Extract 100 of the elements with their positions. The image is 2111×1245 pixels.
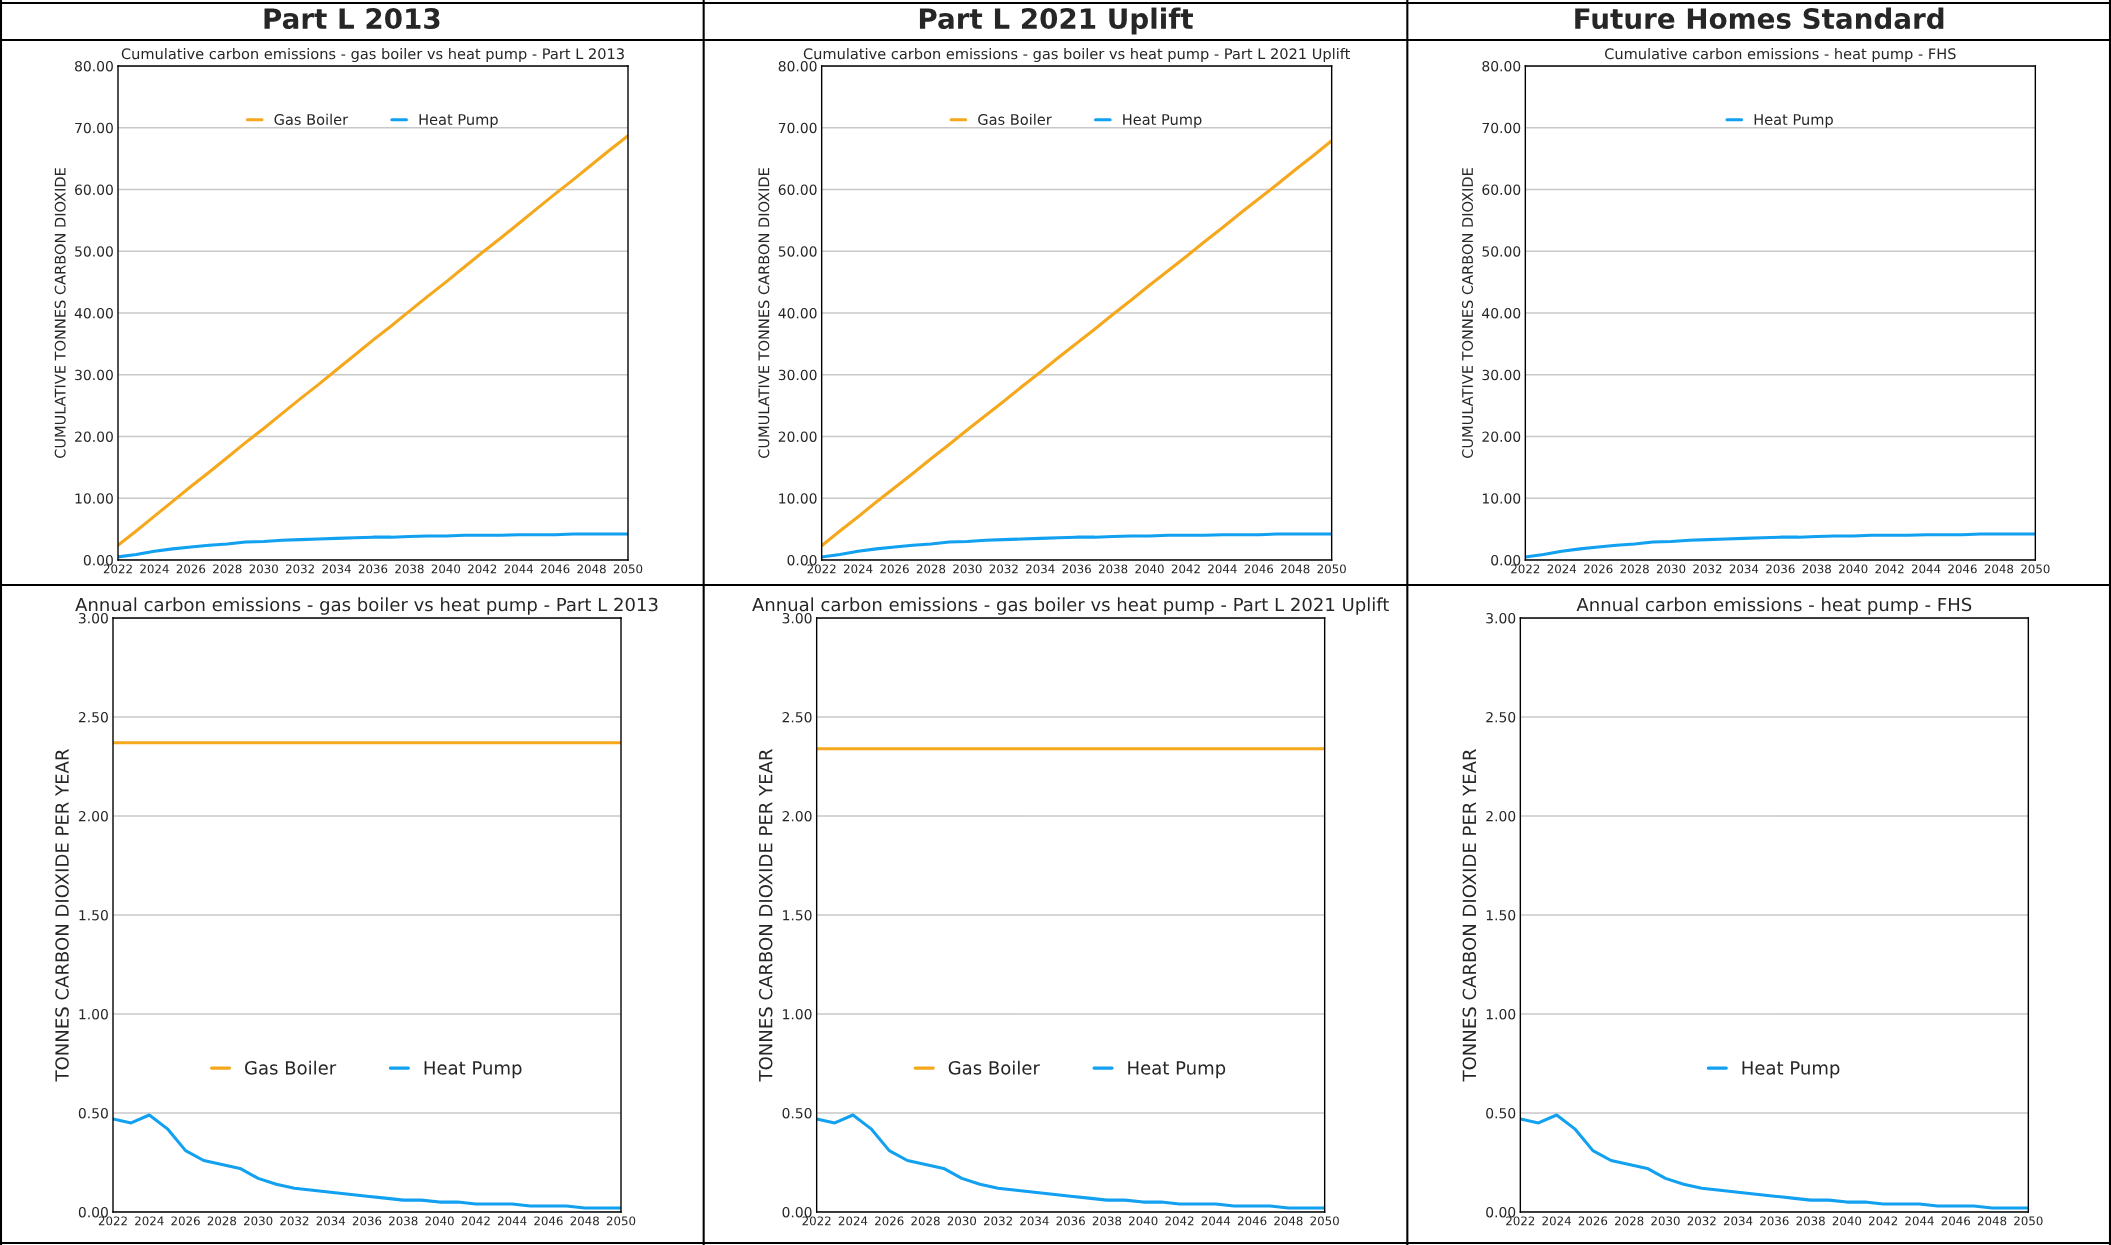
x-tick-label: 2046 — [1948, 564, 1977, 574]
x-tick-label: 2048 — [1984, 564, 2014, 574]
y-tick-label: 80.00 — [1482, 60, 1521, 72]
y-tick-label: 10.00 — [1482, 493, 1521, 504]
x-tick-label: 2022 — [98, 1216, 127, 1226]
x-tick-label: 2042 — [461, 1216, 490, 1226]
y-tick-label: 2.00 — [1486, 810, 1516, 822]
x-tick-label: 2022 — [1506, 1216, 1535, 1226]
y-tick-label: 3.00 — [78, 612, 108, 624]
x-tick-label: 2034 — [316, 1216, 346, 1226]
x-tick-label: 2026 — [1584, 564, 1613, 574]
x-tick-label: 2034 — [1026, 564, 1055, 574]
x-tick-label: 2030 — [243, 1216, 273, 1226]
x-tick-label: 2024 — [140, 564, 169, 574]
x-tick-label: 2024 — [135, 1216, 164, 1226]
y-axis-title: TONNES CARBON DIOXIDE PER YEAR — [1462, 749, 1477, 1082]
legend-label: Heat Pump — [1754, 114, 1833, 128]
x-tick-label: 2038 — [1796, 1216, 1825, 1226]
x-tick-label: 2040 — [1129, 1216, 1158, 1226]
y-tick-label: 60.00 — [778, 184, 817, 195]
x-tick-label: 2030 — [1656, 564, 1686, 574]
y-tick-label: 1.50 — [783, 909, 812, 921]
y-tick-label: 40.00 — [778, 307, 817, 319]
y-tick-label: 60.00 — [75, 184, 113, 195]
x-tick-label: 2022 — [802, 1216, 831, 1226]
x-tick-label: 2044 — [1905, 1216, 1934, 1226]
x-tick-label: 2030 — [1651, 1216, 1680, 1226]
y-axis-title: CUMULATIVE TONNES CARBON DIOXIDE — [758, 168, 770, 459]
y-tick-label: 20.00 — [778, 431, 817, 442]
x-tick-label: 2034 — [322, 564, 351, 574]
x-tick-label: 2024 — [843, 564, 873, 574]
x-tick-label: 2024 — [838, 1216, 868, 1226]
x-tick-label: 2032 — [285, 564, 314, 574]
x-tick-label: 2026 — [1578, 1216, 1608, 1226]
x-tick-label: 2040 — [425, 1216, 454, 1226]
y-tick-label: 1.00 — [783, 1008, 812, 1020]
x-tick-label: 2042 — [468, 564, 497, 574]
x-tick-label: 2028 — [213, 564, 242, 574]
x-tick-label: 2046 — [1941, 1216, 1971, 1226]
legend-label: Gas Boiler — [978, 113, 1052, 125]
x-tick-label: 2032 — [983, 1216, 1012, 1226]
line-series — [118, 134, 628, 547]
x-tick-label: 2022 — [807, 564, 836, 574]
y-tick-label: 1.00 — [79, 1008, 108, 1020]
y-tick-label: 70.00 — [1482, 122, 1521, 134]
x-tick-label: 2048 — [1274, 1216, 1303, 1226]
y-axis-title: CUMULATIVE TONNES CARBON DIOXIDE — [54, 168, 66, 459]
y-tick-label: 1.00 — [1486, 1008, 1516, 1020]
x-tick-label: 2036 — [352, 1216, 382, 1226]
x-tick-label: 2048 — [1977, 1216, 2007, 1226]
legend-label: Gas Boiler — [245, 1060, 337, 1075]
y-tick-label: 40.00 — [1482, 307, 1521, 319]
x-tick-label: 2050 — [1317, 564, 1346, 574]
x-tick-label: 2034 — [1729, 564, 1759, 574]
x-tick-label: 2026 — [171, 1216, 200, 1226]
x-tick-label: 2044 — [504, 564, 534, 574]
x-tick-label: 2040 — [1135, 564, 1164, 574]
y-tick-label: 0.00 — [787, 554, 817, 566]
text: Part L 2013 — [264, 8, 440, 30]
x-tick-label: 2038 — [1802, 564, 1831, 574]
y-tick-label: 1.50 — [1486, 909, 1516, 921]
y-tick-label: 10.00 — [779, 493, 817, 504]
x-tick-label: 2032 — [989, 564, 1018, 574]
x-tick-label: 2026 — [176, 564, 206, 574]
x-tick-label: 2050 — [613, 564, 643, 574]
legend-label: Heat Pump — [1128, 1061, 1226, 1079]
x-tick-label: 2024 — [1542, 1216, 1571, 1226]
x-tick-label: 2036 — [1760, 1216, 1789, 1226]
x-tick-label: 2038 — [1098, 564, 1128, 574]
y-axis-title: TONNES CARBON DIOXIDE PER YEAR — [758, 749, 773, 1082]
x-tick-label: 2048 — [570, 1216, 599, 1226]
x-tick-label: 2042 — [1875, 564, 1904, 574]
y-tick-label: 40.00 — [74, 307, 113, 319]
y-tick-label: 30.00 — [75, 369, 113, 381]
x-tick-label: 2040 — [1839, 564, 1868, 574]
y-tick-label: 10.00 — [75, 493, 113, 504]
y-tick-label: 2.00 — [78, 810, 108, 822]
x-tick-label: 2050 — [1310, 1216, 1339, 1226]
x-tick-label: 2030 — [953, 564, 982, 574]
y-tick-label: 70.00 — [778, 122, 817, 134]
y-tick-label: 2.50 — [782, 711, 812, 723]
x-tick-label: 2040 — [1832, 1216, 1862, 1226]
legend-label: Heat Pump — [1123, 114, 1202, 128]
text: Future Homes Standard — [1575, 7, 1944, 30]
y-tick-label: 0.00 — [83, 554, 113, 566]
x-tick-label: 2044 — [1201, 1216, 1231, 1226]
y-tick-label: 0.50 — [782, 1107, 812, 1119]
y-tick-label: 2.50 — [78, 711, 108, 723]
y-tick-label: 80.00 — [75, 60, 113, 72]
chart-title: Cumulative carbon emissions - gas boiler vs heat pump - Part L 2013 — [121, 47, 624, 63]
x-tick-label: 2046 — [540, 564, 570, 574]
x-tick-label: 2046 — [1244, 564, 1274, 574]
x-tick-label: 2030 — [947, 1216, 977, 1226]
legend-label: Gas Boiler — [274, 113, 349, 125]
y-tick-label: 0.00 — [1486, 1206, 1516, 1218]
x-tick-label: 2026 — [880, 564, 909, 574]
x-tick-label: 2022 — [103, 564, 132, 574]
y-tick-label: 50.00 — [1482, 246, 1521, 257]
x-tick-label: 2030 — [249, 564, 278, 574]
y-tick-label: 80.00 — [778, 60, 817, 72]
